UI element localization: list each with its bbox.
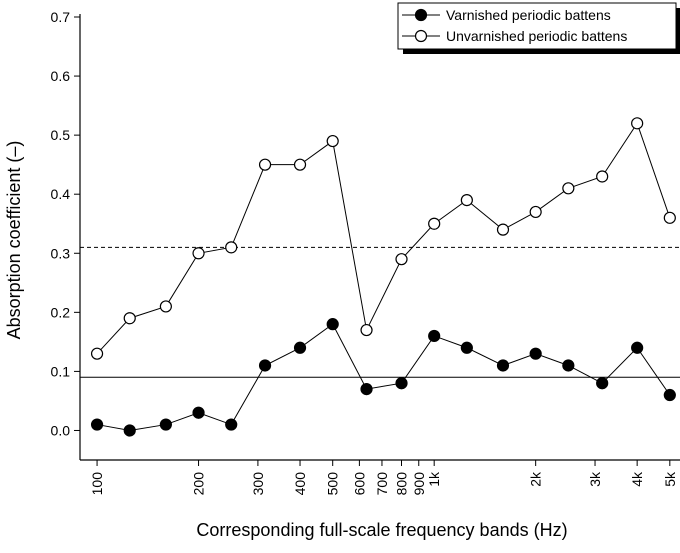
marker (258, 359, 272, 372)
y-tick-label: 0.7 (51, 9, 71, 25)
y-tick-label: 0.0 (51, 422, 71, 438)
x-tick-label: 5k (662, 471, 678, 487)
marker (663, 388, 676, 402)
marker (596, 170, 609, 183)
marker (395, 377, 408, 390)
marker (123, 312, 136, 325)
x-tick-label: 1k (426, 471, 442, 487)
y-tick-label: 0.2 (51, 304, 71, 320)
marker (293, 158, 307, 171)
x-axis-label: Corresponding full-scale frequency bands… (196, 520, 567, 540)
marker (460, 341, 473, 354)
x-tick-label: 400 (292, 472, 308, 496)
x-tick-label: 100 (89, 472, 105, 496)
x-tick-label: 500 (325, 472, 341, 496)
y-tick-label: 0.1 (51, 363, 71, 379)
marker (225, 241, 238, 254)
legend-label: Varnished periodic battens (446, 7, 611, 23)
y-tick-label: 0.4 (51, 186, 71, 202)
x-tick-label: 900 (411, 472, 427, 496)
x-tick-label: 800 (394, 472, 410, 496)
marker (631, 341, 644, 354)
marker (395, 253, 408, 266)
legend-marker (414, 29, 428, 43)
legend (397, 2, 677, 50)
marker (159, 300, 172, 313)
marker (293, 341, 307, 354)
marker (192, 406, 205, 419)
y-tick-label: 0.3 (51, 245, 71, 261)
series-line (96, 122, 671, 355)
marker (428, 217, 441, 230)
marker (496, 223, 510, 236)
marker (428, 329, 441, 343)
x-tick-label: 600 (351, 472, 367, 496)
x-tick-label: 3k (587, 471, 603, 487)
marker (326, 134, 339, 148)
marker (326, 318, 339, 331)
marker (360, 383, 373, 396)
y-tick-label: 0.6 (51, 68, 71, 84)
marker (460, 194, 473, 207)
x-tick-label: 300 (250, 472, 266, 496)
y-tick-label: 0.5 (51, 127, 71, 143)
x-tick-label: 2k (528, 471, 544, 487)
x-tick-label: 200 (191, 472, 207, 496)
marker (90, 418, 104, 431)
marker (192, 247, 205, 260)
marker (663, 211, 676, 224)
marker (596, 377, 609, 390)
marker (90, 347, 104, 360)
marker (159, 418, 172, 431)
marker (529, 347, 542, 360)
marker (496, 359, 510, 372)
marker (123, 424, 136, 437)
x-tick-label: 700 (374, 472, 390, 496)
marker (562, 359, 575, 372)
marker (258, 158, 272, 171)
marker (529, 205, 542, 219)
y-axis-label: Absorption coefficient (–) (4, 141, 24, 340)
marker (225, 418, 238, 431)
x-tick-label: 4k (629, 471, 645, 487)
marker (631, 117, 644, 130)
legend-marker (414, 8, 428, 22)
marker (562, 182, 575, 195)
marker (360, 323, 373, 337)
legend-label: Unvarnished periodic battens (446, 28, 627, 44)
